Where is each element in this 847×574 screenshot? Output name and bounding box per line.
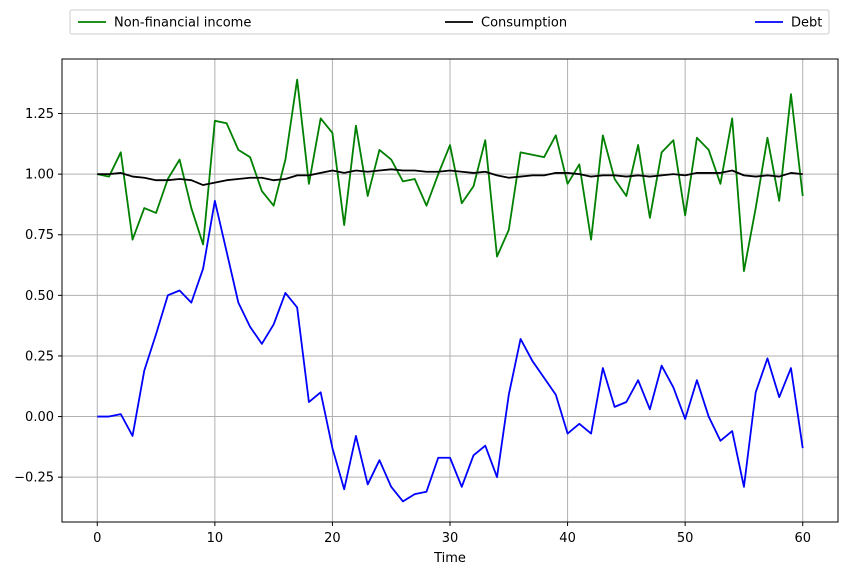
series-line-consumption bbox=[97, 168, 803, 186]
series-line-non-financial-income bbox=[97, 78, 804, 273]
y-tick-label: 0.25 bbox=[25, 349, 54, 364]
series-lines bbox=[97, 78, 804, 503]
y-tick-label: −0.25 bbox=[14, 471, 54, 486]
y-tick-label: 0.50 bbox=[25, 289, 54, 304]
legend-label-consumption: Consumption bbox=[481, 16, 567, 31]
y-tick-label: 1.25 bbox=[25, 107, 54, 122]
legend-label-debt: Debt bbox=[791, 16, 822, 31]
x-tick-label: 30 bbox=[442, 531, 459, 546]
legend: Non-financial income Consumption Debt bbox=[69, 9, 830, 35]
x-tick-label: 10 bbox=[207, 531, 224, 546]
x-tick-label: 20 bbox=[324, 531, 341, 546]
x-tick-label: 40 bbox=[559, 531, 576, 546]
grid-lines bbox=[62, 59, 838, 522]
series-line-debt bbox=[97, 199, 804, 503]
y-tick-label: 0.75 bbox=[25, 228, 54, 243]
x-tick-label: 0 bbox=[93, 531, 101, 546]
x-axis-label: Time bbox=[433, 551, 466, 566]
x-tick-label: 50 bbox=[677, 531, 694, 546]
legend-label-non-financial-income: Non-financial income bbox=[114, 16, 251, 31]
y-tick-label: 1.00 bbox=[25, 168, 54, 183]
x-tick-label: 60 bbox=[794, 531, 811, 546]
axis-ticks: 0 10 20 30 40 50 60 −0.25 0.00 0.25 0.50 0.75 1.00 1.… bbox=[14, 107, 811, 546]
y-tick-label: 0.00 bbox=[25, 410, 54, 425]
